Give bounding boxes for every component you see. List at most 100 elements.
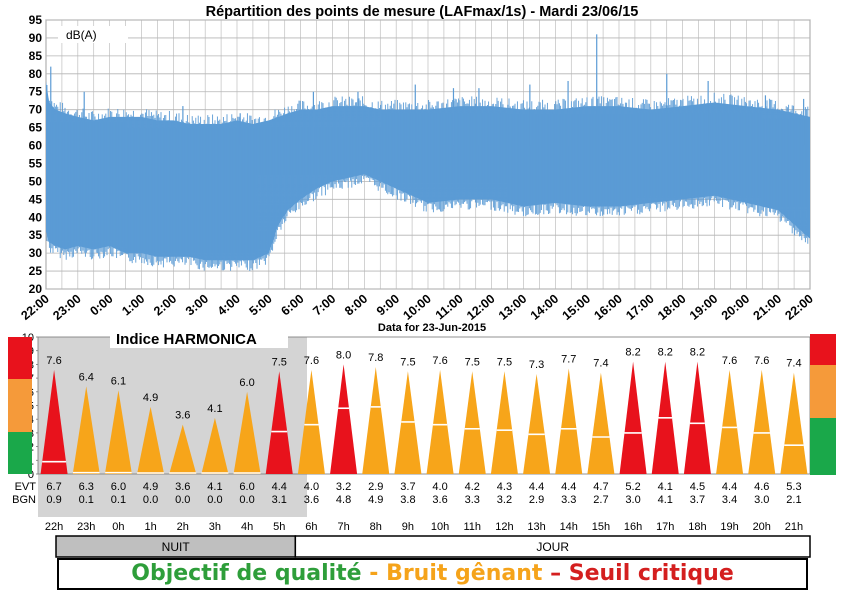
harmonica-table-cell: 4.0: [304, 481, 319, 493]
harmonica-hour-label: 23h: [77, 521, 95, 533]
harmonica-bar: [683, 361, 711, 474]
lafmax-y-tick-label: 55: [29, 156, 43, 170]
harmonica-bar: [104, 390, 132, 474]
harmonica-y-tick-label: 0: [28, 469, 34, 481]
harmonica-table-cell: 4.4: [722, 481, 737, 493]
harmonica-value-labels: 7.6 6.4 6.1 4.9 3.6 4.1 6.0 7.5 7.6 8.0 7.8 7.5 7.6 7…: [46, 347, 801, 422]
harmonica-data-table: EVT 6.7 6.3 6.0 4.9 3.6 4.1 6.0 4.4 4.0 3.2 2.9 3.7 4…: [12, 481, 801, 506]
scale-left-orange: [8, 379, 32, 432]
harmonica-bar: [555, 368, 583, 474]
legend-critical-threshold: Seuil critique: [568, 561, 734, 586]
lafmax-y-tick-label: 95: [29, 13, 43, 27]
harmonica-bar: [523, 373, 551, 474]
harmonica-bar: [169, 424, 197, 474]
harmonica-hour-label: 19h: [720, 521, 738, 533]
harmonica-hour-label: 0h: [112, 521, 124, 533]
harmonica-table-cell: 3.3: [561, 494, 576, 506]
harmonica-bars: [40, 361, 808, 474]
harmonica-table-cell: 4.7: [593, 481, 608, 493]
harmonica-chart: 012345678910 7.66.46.14.93.64.16.07.57.6…: [8, 328, 836, 558]
unit-label: dB(A): [66, 28, 97, 42]
harmonica-table-cell: 3.3: [465, 494, 480, 506]
harmonica-title-box: [110, 328, 288, 348]
legend-separator: -: [361, 561, 387, 586]
lafmax-y-tick-label: 65: [29, 121, 43, 135]
harmonica-bar: [780, 372, 808, 474]
harmonica-table-cell: 2.7: [593, 494, 608, 506]
lafmax-y-tick-label: 50: [29, 174, 43, 188]
harmonica-bar: [137, 406, 165, 474]
lafmax-signal-series: [46, 34, 810, 271]
scale-left-green: [8, 432, 32, 474]
harmonica-bar: [330, 364, 358, 474]
harmonica-table-cell: 4.4: [272, 481, 287, 493]
harmonica-table-cell: 2.9: [368, 481, 383, 493]
harmonica-value-label: 8.2: [658, 347, 673, 359]
lafmax-y-tick-label: 45: [29, 192, 43, 206]
harmonica-table-cell: 4.4: [529, 481, 544, 493]
harmonica-table-cell: 3.0: [625, 494, 640, 506]
harmonica-value-label: 8.2: [625, 347, 640, 359]
harmonica-table-cell: 4.6: [754, 481, 769, 493]
harmonica-bar: [201, 417, 229, 474]
harmonica-table-cell: 0.0: [175, 494, 190, 506]
harmonica-table-cell: 3.4: [722, 494, 737, 506]
harmonica-table-cell: 6.3: [79, 481, 94, 493]
legend-annoying-noise: Bruit gênant: [386, 561, 543, 586]
harmonica-row-label: EVT: [15, 481, 37, 493]
harmonica-hour-label: 10h: [431, 521, 449, 533]
harmonica-hour-label: 20h: [753, 521, 771, 533]
harmonica-value-label: 6.1: [111, 375, 126, 387]
lafmax-y-tick-label: 25: [29, 264, 43, 278]
lafmax-y-tick-label: 60: [29, 139, 43, 153]
harmonica-table-cell: 4.9: [368, 494, 383, 506]
harmonica-bar: [362, 367, 390, 474]
harmonica-value-label: 7.6: [46, 355, 61, 367]
harmonica-bar: [458, 371, 486, 474]
harmonica-table-cell: 3.2: [336, 481, 351, 493]
harmonica-title: Indice HARMONICA: [116, 331, 257, 348]
harmonica-table-cell: 0.9: [46, 494, 61, 506]
harmonica-table-cell: 4.1: [658, 494, 673, 506]
harmonica-value-label: 7.6: [754, 355, 769, 367]
harmonica-table-cell: 5.2: [625, 481, 640, 493]
harmonica-table-cell: 4.1: [658, 481, 673, 493]
harmonica-table-cell: 3.1: [272, 494, 287, 506]
harmonica-table-cell: 4.5: [690, 481, 705, 493]
lafmax-signal-noise: [46, 85, 809, 271]
harmonica-hour-label: 17h: [656, 521, 674, 533]
lafmax-y-tick-label: 85: [29, 49, 43, 63]
harmonica-hour-label: 16h: [624, 521, 642, 533]
harmonica-table-cell: 4.1: [207, 481, 222, 493]
harmonica-bar: [40, 369, 68, 474]
harmonica-table-cell: 4.9: [143, 481, 158, 493]
harmonica-bar: [72, 386, 100, 474]
harmonica-table-cell: 4.8: [336, 494, 351, 506]
lafmax-y-tick-label: 35: [29, 228, 43, 242]
harmonica-value-label: 8.2: [690, 347, 705, 359]
lafmax-y-tick-label: 90: [29, 31, 43, 45]
harmonica-hour-label: 22h: [45, 521, 63, 533]
harmonica-value-label: 7.3: [529, 359, 544, 371]
harmonica-value-label: 7.6: [722, 355, 737, 367]
harmonica-table-cell: 6.0: [239, 481, 254, 493]
harmonica-value-label: 7.5: [272, 356, 287, 368]
lafmax-y-tick-label: 20: [29, 282, 43, 296]
harmonica-value-label: 7.5: [400, 356, 415, 368]
harmonica-value-label: 7.7: [561, 354, 576, 366]
color-scale-left: [8, 337, 32, 474]
harmonica-bar: [265, 371, 293, 474]
harmonica-hour-label: 21h: [785, 521, 803, 533]
harmonica-hour-label: 12h: [495, 521, 513, 533]
legend-separator: –: [542, 561, 569, 586]
scale-right-red: [810, 334, 836, 365]
scale-right-green: [810, 418, 836, 475]
scale-left-red: [8, 337, 32, 379]
harmonica-table-cell: 3.2: [497, 494, 512, 506]
harmonica-table-cell: 2.9: [529, 494, 544, 506]
harmonica-hour-label: 18h: [688, 521, 706, 533]
harmonica-table-cell: 3.7: [400, 481, 415, 493]
harmonica-hour-label: 1h: [144, 521, 156, 533]
harmonica-bar: [716, 369, 744, 474]
harmonica-period-label: JOUR: [536, 540, 569, 554]
